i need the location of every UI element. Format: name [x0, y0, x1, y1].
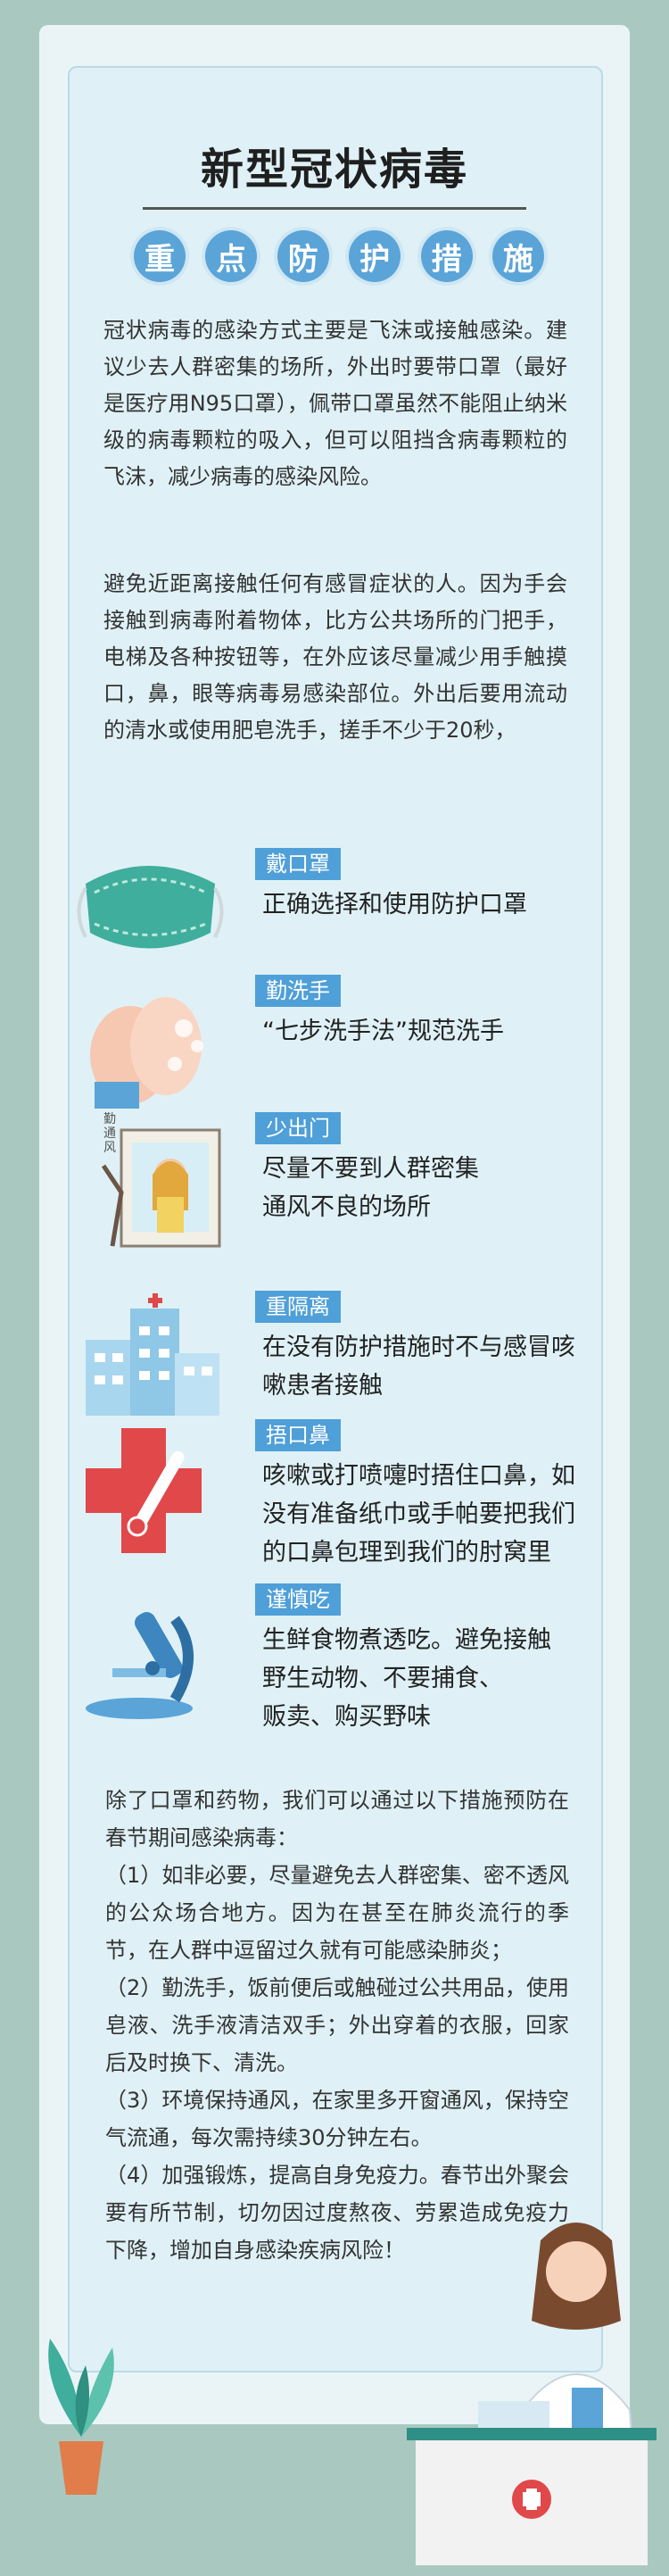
- subtitle-char: 措: [420, 230, 473, 282]
- plant-icon: [48, 2339, 114, 2495]
- measure-item-eat-carefully: 谨慎吃 生鲜食物煮透吃。避免接触 野生动物、不要捕食、 贩卖、购买野味: [68, 1583, 603, 1735]
- measure-tag: 捂口鼻: [255, 1419, 341, 1451]
- tips-item: （2）勤洗手，饭前便后或触碰过公共用品，使用皂液、洗手液清洁双手；外出穿着的衣服…: [105, 1975, 569, 2075]
- subtitle-char: 点: [205, 230, 258, 282]
- microscope-icon: [86, 1612, 194, 1719]
- measure-desc: 在没有防护措施时不与感冒咳嗽患者接触: [262, 1334, 575, 1400]
- red-cross-thermometer-icon: [86, 1428, 202, 1553]
- measure-tag: 少出门: [255, 1112, 341, 1144]
- subtitle-char: 重: [134, 230, 186, 282]
- mask-icon: [77, 866, 224, 949]
- tips-item: （4）加强锻炼，提高自身免疫力。春节出外聚会要有所节制，切勿因过度熬夜、劳累造成…: [105, 2163, 569, 2263]
- subtitle-char: 防: [277, 230, 329, 282]
- measure-item-isolation: 重隔离 在没有防护措施时不与感冒咳嗽患者接触: [68, 1291, 603, 1416]
- window-girl-icon: [101, 1128, 221, 1248]
- measure-tag: 重隔离: [255, 1291, 341, 1323]
- doctor-icon: [407, 2223, 657, 2565]
- subtitle-char: 护: [349, 230, 401, 282]
- intro-paragraph-2: 避免近距离接触任何有感冒症状的人。因为手会接触到病毒附着物体，比方公共场所的门把…: [103, 571, 567, 743]
- tips-section: 除了口罩和药物，我们可以通过以下措施预防在春节期间感染病毒： （1）如非必要，尽…: [105, 1782, 569, 2269]
- subtitle-row: 重 点 防 护 措 施: [134, 230, 544, 289]
- hospital-building-icon: [86, 1293, 219, 1416]
- tips-intro: 除了口罩和药物，我们可以通过以下措施预防在春节期间感染病毒：: [105, 1788, 569, 1850]
- measure-desc: 尽量不要到人群密集 通风不良的场所: [262, 1155, 479, 1221]
- measure-tag: 戴口罩: [255, 848, 341, 880]
- tips-item: （1）如非必要，尽量避免去人群密集、密不透风的公众场合地方。因为在甚至在肺炎流行…: [105, 1863, 569, 1963]
- measure-item-mask: 戴口罩 正确选择和使用防护口罩: [68, 848, 603, 949]
- measure-desc: “七步洗手法”规范洗手: [262, 1018, 504, 1045]
- intro-paragraph-1: 冠状病毒的感染方式主要是飞沫或接触感染。建议少去人群密集的场所，外出时要带口罩（…: [103, 318, 567, 489]
- subtitle-char: 施: [491, 230, 544, 282]
- measure-desc: 生鲜食物煮透吃。避免接触 野生动物、不要捕食、 贩卖、购买野味: [262, 1626, 551, 1731]
- measure-item-stay-home: 勤通风 少出门 尽量不要到人群密集 通风不良的场所: [68, 1112, 603, 1248]
- art-text: 勤通风: [103, 1112, 116, 1155]
- washing-hands-icon: [90, 997, 203, 1109]
- measure-desc: 正确选择和使用防护口罩: [262, 891, 527, 918]
- tips-item: （3）环境保持通风，在家里多开窗通风，保持空气流通，每次需持续30分钟左右。: [105, 2088, 569, 2150]
- title-divider: [143, 207, 526, 210]
- measure-tag: 谨慎吃: [255, 1583, 341, 1616]
- measure-item-wash-hands: 勤洗手 “七步洗手法”规范洗手: [68, 975, 603, 1109]
- measure-desc: 咳嗽或打喷嚏时捂住口鼻，如没有准备纸巾或手帕要把我们的口鼻包理到我们的肘窝里: [262, 1462, 575, 1566]
- measure-item-cover-mouth: 捂口鼻 咳嗽或打喷嚏时捂住口鼻，如没有准备纸巾或手帕要把我们的口鼻包理到我们的肘…: [68, 1419, 603, 1571]
- measure-tag: 勤洗手: [255, 975, 341, 1007]
- page-title: 新型冠状病毒: [200, 145, 468, 195]
